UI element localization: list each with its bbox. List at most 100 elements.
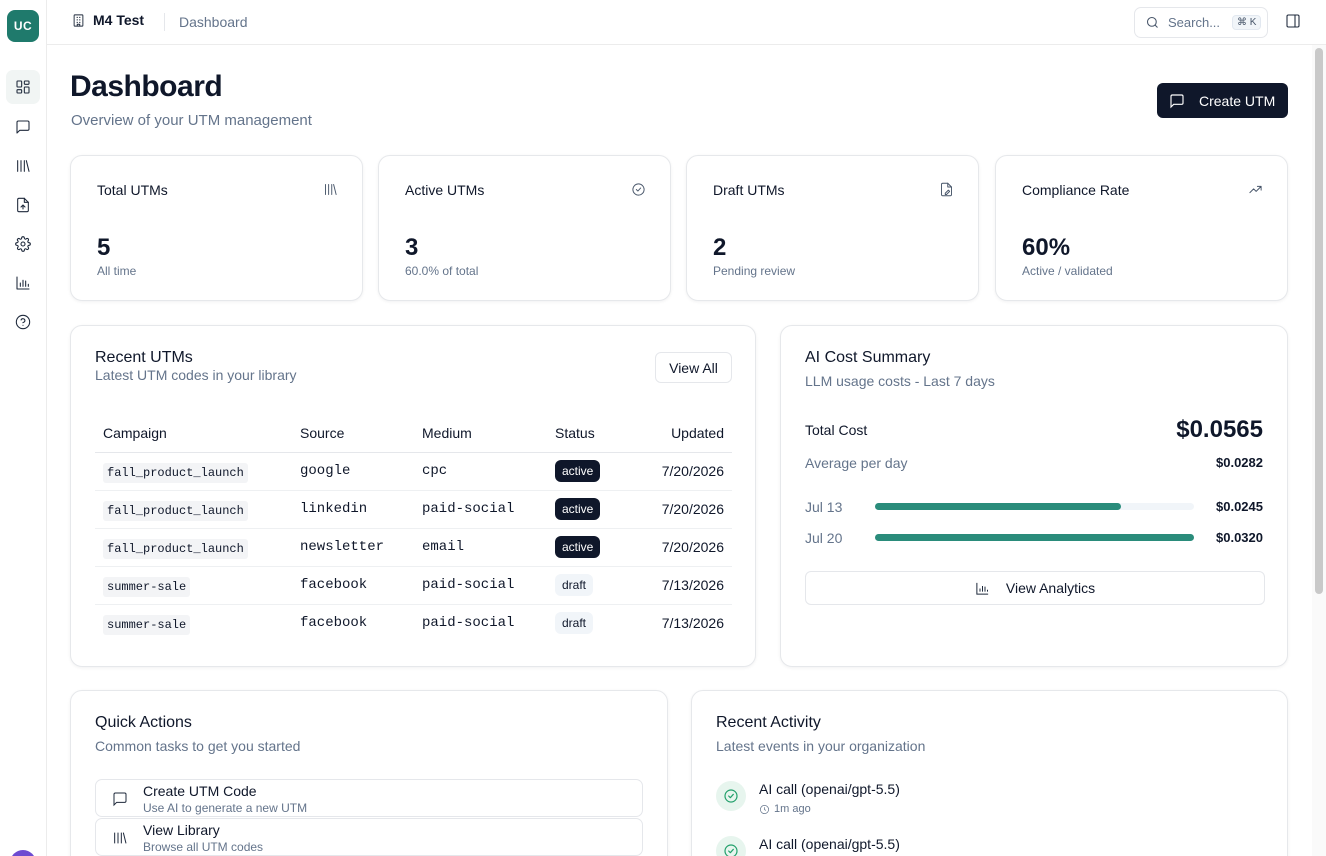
cost-bar-track: [875, 503, 1194, 510]
campaign-cell: summer-sale: [103, 614, 191, 635]
org-avatar[interactable]: UC: [7, 10, 39, 42]
sidebar-item-library[interactable]: [6, 149, 40, 183]
status-badge: active: [555, 536, 601, 558]
ai-cost-card: AI Cost Summary LLM usage costs - Last 7…: [780, 325, 1288, 667]
source-cell: facebook: [300, 615, 368, 632]
gear-icon: [15, 236, 31, 252]
bar-chart-icon: [16, 276, 30, 290]
library-icon: [17, 160, 30, 172]
stat-sub: Pending review: [713, 264, 796, 278]
view-analytics-label: View Analytics: [1005, 580, 1096, 596]
sidebar-item-help[interactable]: [6, 305, 40, 339]
table-row[interactable]: fall_product_launch google cpc active 7/…: [95, 452, 732, 491]
medium-cell: paid-social: [414, 566, 547, 605]
card-subtitle: LLM usage costs - Last 7 days: [805, 373, 995, 389]
card-title: Recent Activity: [716, 714, 821, 731]
toggle-panel-button[interactable]: [1285, 13, 1303, 31]
quick-action-create-utm[interactable]: Create UTM Code Use AI to generate a new…: [95, 779, 643, 817]
utm-table: Campaign Source Medium Status Updated fa…: [95, 414, 732, 642]
chat-icon: [1170, 93, 1184, 108]
quick-action-desc: Browse all UTM codes: [143, 840, 264, 854]
updated-cell: 7/13/2026: [661, 615, 724, 632]
medium-cell: cpc: [414, 452, 547, 491]
card-title: Quick Actions: [95, 714, 192, 731]
recent-activity-card: Recent Activity Latest events in your or…: [691, 690, 1288, 856]
total-cost-label: Total Cost: [805, 422, 868, 438]
card-subtitle: Latest UTM codes in your library: [95, 367, 297, 383]
status-badge: draft: [555, 574, 594, 596]
campaign-cell: summer-sale: [103, 576, 191, 597]
view-analytics-button[interactable]: View Analytics: [805, 571, 1265, 605]
dashboard-icon: [16, 80, 30, 94]
card-title: AI Cost Summary: [805, 349, 931, 366]
status-badge: draft: [555, 612, 594, 635]
column-header: Status: [547, 414, 629, 453]
table-header-row: Campaign Source Medium Status Updated: [95, 414, 732, 453]
activity-item[interactable]: AI call (openai/gpt-5.5): [716, 836, 1216, 856]
cost-date: Jul 20: [805, 530, 843, 546]
medium-cell: email: [414, 528, 547, 567]
stat-title: Active UTMs: [405, 182, 485, 198]
stat-sub: Active / validated: [1022, 264, 1113, 278]
scrollbar-thumb[interactable]: [1315, 48, 1323, 594]
medium-cell: paid-social: [414, 490, 547, 529]
quick-action-desc: Use AI to generate a new UTM: [143, 801, 308, 815]
average-value: $0.0282: [1216, 455, 1263, 470]
sidebar-item-import[interactable]: [6, 188, 40, 222]
panel-icon: [1286, 14, 1300, 28]
column-header: Campaign: [95, 414, 292, 453]
cost-date: Jul 13: [805, 499, 843, 515]
status-badge: active: [555, 498, 601, 520]
stat-title: Total UTMs: [97, 182, 168, 198]
search-icon: [1146, 16, 1158, 28]
quick-action-view-library[interactable]: View Library Browse all UTM codes: [95, 818, 643, 856]
check-circle-icon: [724, 789, 738, 803]
create-utm-button[interactable]: Create UTM: [1157, 83, 1288, 118]
chat-icon: [113, 792, 127, 807]
sidebar-item-analytics[interactable]: [6, 266, 40, 300]
chat-icon: [16, 120, 30, 134]
cost-bar-track: [875, 534, 1194, 541]
stat-card-total: Total UTMs 5 All time: [70, 155, 363, 301]
file-edit-icon: [941, 182, 952, 197]
table-row[interactable]: fall_product_launch newsletter email act…: [95, 528, 732, 567]
card-subtitle: Latest events in your organization: [716, 738, 926, 754]
quick-action-title: Create UTM Code: [143, 783, 257, 799]
user-avatar[interactable]: [10, 850, 36, 856]
org-switcher[interactable]: M4 Test: [71, 12, 144, 28]
activity-title: AI call (openai/gpt-5.5): [759, 781, 900, 797]
stat-value: 5: [97, 234, 111, 261]
cost-bar-fill: [875, 503, 1121, 510]
cost-row: Jul 13 $0.0245: [805, 497, 1263, 517]
updated-cell: 7/20/2026: [629, 490, 732, 529]
file-upload-icon: [17, 197, 29, 213]
check-circle-icon: [724, 844, 738, 856]
table-row[interactable]: summer-sale facebook paid-social draft 7…: [95, 566, 732, 605]
card-subtitle: Common tasks to get you started: [95, 738, 301, 754]
stat-value: 2: [713, 234, 727, 261]
campaign-cell: fall_product_launch: [103, 462, 248, 483]
sidebar-item-chat[interactable]: [6, 110, 40, 144]
quick-action-title: View Library: [143, 822, 220, 838]
org-name: M4 Test: [93, 12, 145, 28]
column-header: Source: [292, 414, 414, 453]
updated-cell: 7/13/2026: [629, 566, 732, 605]
stat-title: Draft UTMs: [713, 182, 785, 198]
sidebar-item-settings[interactable]: [6, 227, 40, 261]
activity-item[interactable]: AI call (openai/gpt-5.5) 1m ago: [716, 781, 1216, 825]
sidebar-item-dashboard[interactable]: [6, 70, 40, 104]
activity-time: 1m ago: [759, 803, 811, 815]
breadcrumb[interactable]: Dashboard: [179, 14, 248, 30]
page-subtitle: Overview of your UTM management: [71, 112, 312, 129]
cost-bar-fill: [875, 534, 1194, 541]
view-all-button[interactable]: View All: [655, 352, 732, 383]
recent-utms-card: Recent UTMs Latest UTM codes in your lib…: [70, 325, 756, 667]
bar-chart-icon: [976, 582, 988, 595]
search-button[interactable]: Search... ⌘ K: [1134, 7, 1268, 38]
search-shortcut: ⌘ K: [1232, 15, 1262, 30]
stat-sub: 60.0% of total: [405, 264, 479, 278]
library-icon: [325, 184, 337, 195]
source-cell: newsletter: [292, 528, 414, 567]
table-row[interactable]: fall_product_launch linkedin paid-social…: [95, 490, 732, 529]
table-row[interactable]: summer-sale facebook paid-social draft 7…: [95, 604, 732, 642]
